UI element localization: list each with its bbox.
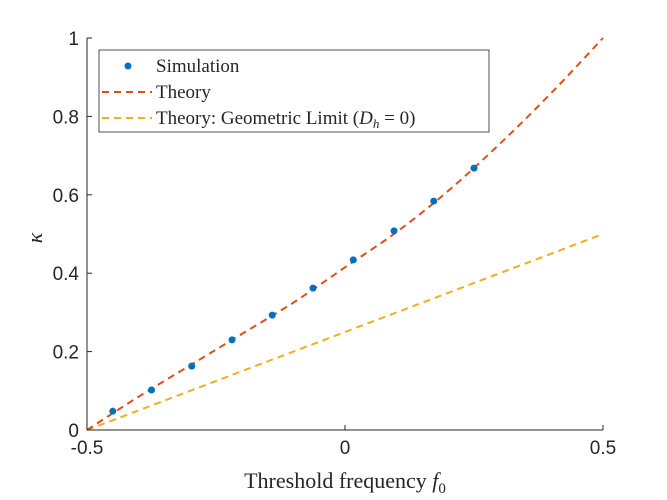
simulation-point bbox=[390, 227, 398, 235]
simulation-point bbox=[268, 311, 276, 319]
theory-line bbox=[86, 37, 604, 431]
x-axis-label: Threshold frequency f0 bbox=[244, 468, 446, 497]
legend-marker-simulation bbox=[124, 62, 132, 70]
ticks: -0.5 0 0.500.20.40.60.81 bbox=[53, 29, 617, 459]
geometric-limit-line bbox=[86, 233, 604, 431]
legend-label-theory: Theory bbox=[156, 82, 211, 103]
y-tick-label: 0.8 bbox=[53, 107, 79, 128]
y-tick-label: 0.2 bbox=[53, 343, 79, 364]
x-tick-label: -0.5 bbox=[71, 438, 104, 459]
y-tick-label: 0.4 bbox=[53, 264, 80, 285]
simulation-point bbox=[188, 362, 196, 370]
legend-label-geometric: Theory: Geometric Limit (Dh = 0) bbox=[156, 108, 415, 131]
y-tick-label: 0.6 bbox=[53, 186, 79, 207]
legend-label-simulation: Simulation bbox=[156, 56, 240, 77]
legend-box bbox=[98, 49, 490, 133]
y-tick-label: 1 bbox=[68, 29, 79, 50]
simulation-point bbox=[349, 256, 357, 264]
x-tick-label: 0 bbox=[340, 438, 351, 459]
simulation-point bbox=[228, 336, 236, 344]
plot-area bbox=[86, 37, 604, 431]
simulation-point bbox=[148, 386, 155, 394]
simulation-point bbox=[309, 284, 317, 292]
x-tick-label: 0.5 bbox=[590, 438, 616, 459]
y-tick-label: 0 bbox=[68, 421, 79, 442]
legend: Simulation Theory Theory: Geometric Limi… bbox=[98, 49, 490, 133]
simulation-point bbox=[109, 407, 117, 415]
simulation-point bbox=[470, 164, 478, 172]
simulation-point bbox=[430, 197, 438, 205]
y-axis-label: κ bbox=[22, 232, 47, 243]
